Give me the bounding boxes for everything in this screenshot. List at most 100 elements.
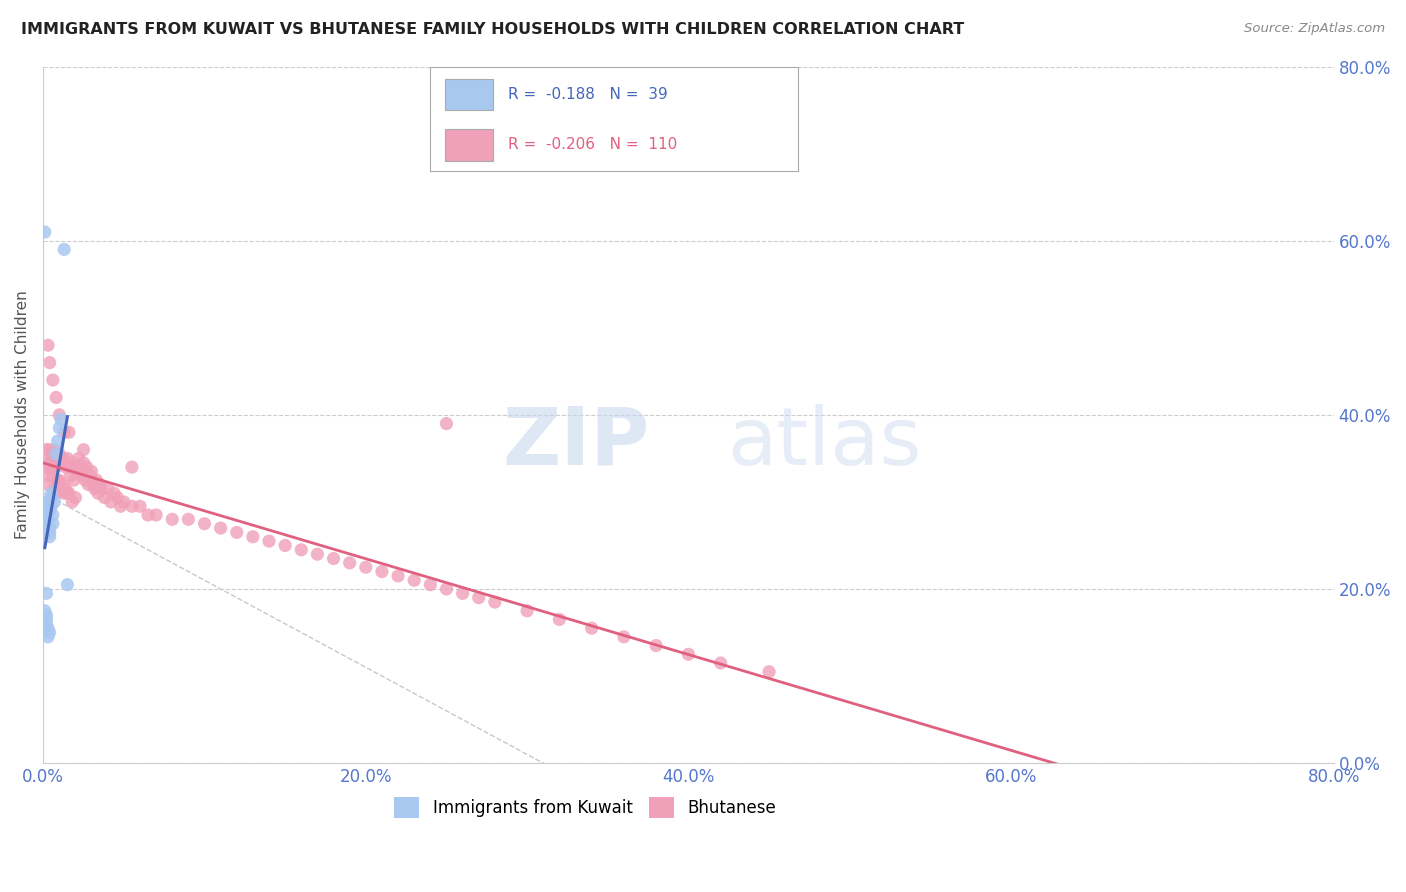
Point: [48, 447, 70, 461]
Point: [45, 391, 67, 405]
Point: [548, 612, 571, 626]
Point: [45, 460, 67, 475]
Point: [56, 486, 79, 500]
Point: [274, 539, 297, 553]
Legend: Immigrants from Kuwait, Bhutanese: Immigrants from Kuwait, Bhutanese: [388, 791, 783, 824]
Point: [37, 500, 59, 514]
Point: [44, 456, 66, 470]
Point: [37, 503, 59, 517]
Point: [484, 595, 506, 609]
Text: Source: ZipAtlas.com: Source: ZipAtlas.com: [1244, 22, 1385, 36]
Point: [35, 442, 58, 457]
Point: [136, 508, 159, 522]
Point: [53, 486, 76, 500]
Point: [193, 516, 215, 531]
Point: [89, 477, 111, 491]
Point: [710, 656, 733, 670]
Point: [39, 500, 62, 514]
Point: [404, 574, 426, 588]
Point: [51, 451, 73, 466]
Point: [45, 447, 67, 461]
Point: [35, 508, 58, 522]
Point: [48, 421, 70, 435]
Point: [145, 508, 167, 522]
Point: [242, 530, 264, 544]
Point: [51, 477, 73, 491]
Point: [39, 486, 62, 500]
Point: [49, 482, 72, 496]
Point: [72, 442, 94, 457]
Point: [37, 621, 59, 635]
Point: [387, 569, 409, 583]
Point: [39, 491, 62, 505]
Point: [70, 468, 93, 483]
Point: [37, 508, 59, 522]
Point: [38, 625, 60, 640]
Point: [44, 482, 66, 496]
Point: [37, 460, 59, 475]
Point: [678, 648, 700, 662]
Point: [581, 621, 603, 635]
Point: [35, 512, 58, 526]
Point: [339, 556, 361, 570]
Point: [97, 482, 120, 496]
Point: [35, 512, 58, 526]
Point: [758, 665, 780, 679]
Point: [100, 495, 122, 509]
Point: [436, 582, 458, 596]
Point: [67, 451, 90, 466]
Point: [436, 417, 458, 431]
Point: [39, 447, 62, 461]
Point: [42, 451, 65, 466]
Point: [55, 482, 77, 496]
Point: [42, 468, 65, 483]
Point: [105, 491, 128, 505]
Point: [53, 243, 76, 257]
Point: [82, 477, 104, 491]
Point: [80, 465, 103, 479]
Point: [86, 473, 108, 487]
Point: [79, 468, 101, 483]
Point: [42, 508, 65, 522]
Point: [37, 338, 59, 352]
Point: [58, 486, 80, 500]
Point: [103, 486, 125, 500]
Point: [87, 486, 110, 500]
Point: [467, 591, 489, 605]
Point: [48, 473, 70, 487]
Point: [72, 456, 94, 470]
Point: [354, 560, 377, 574]
Point: [38, 456, 60, 470]
Point: [112, 495, 135, 509]
Point: [42, 516, 65, 531]
Point: [34, 225, 56, 239]
Point: [35, 495, 58, 509]
Point: [225, 525, 247, 540]
Point: [38, 525, 60, 540]
Point: [37, 451, 59, 466]
Point: [177, 512, 200, 526]
Point: [77, 477, 100, 491]
Point: [35, 616, 58, 631]
Point: [37, 516, 59, 531]
Point: [66, 465, 89, 479]
Point: [34, 604, 56, 618]
Y-axis label: Family Households with Children: Family Households with Children: [15, 291, 30, 540]
Point: [35, 586, 58, 600]
Point: [58, 425, 80, 440]
Point: [451, 586, 474, 600]
Point: [56, 577, 79, 591]
Point: [42, 373, 65, 387]
Point: [35, 608, 58, 623]
Point: [60, 456, 83, 470]
Point: [37, 512, 59, 526]
Point: [58, 460, 80, 475]
Point: [59, 468, 82, 483]
Point: [35, 525, 58, 540]
Point: [38, 442, 60, 457]
Point: [45, 486, 67, 500]
Point: [63, 473, 86, 487]
Point: [34, 516, 56, 531]
Point: [38, 503, 60, 517]
Point: [44, 495, 66, 509]
